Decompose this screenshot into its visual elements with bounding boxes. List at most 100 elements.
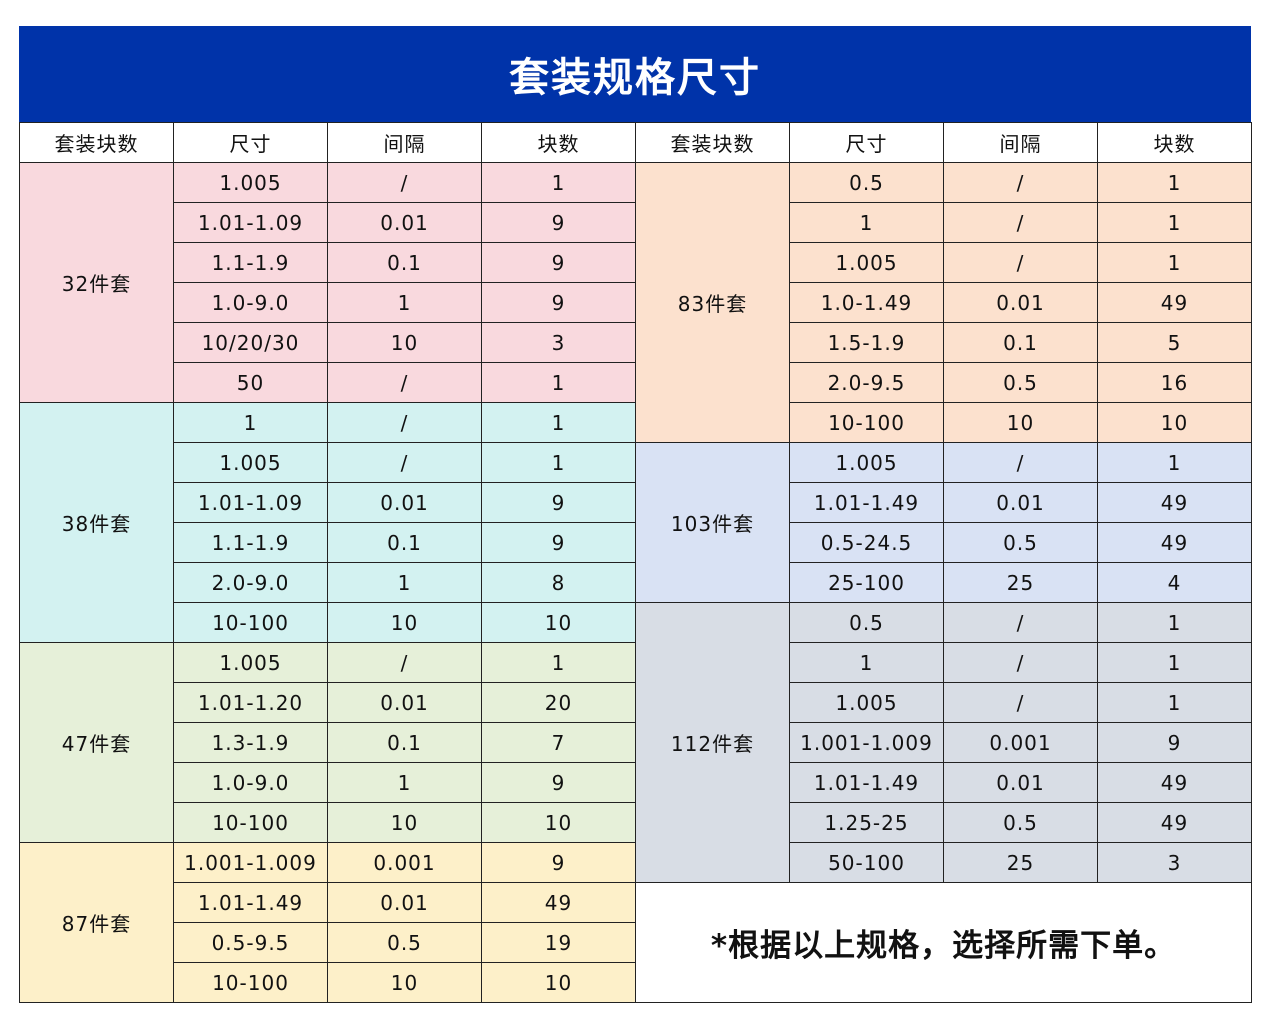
pieces-cell: 49 bbox=[1097, 802, 1252, 843]
pieces-cell: 49 bbox=[1097, 482, 1252, 523]
size-cell: 1.1-1.9 bbox=[173, 522, 328, 563]
interval-cell: 1 bbox=[327, 762, 482, 803]
pieces-cell: 1 bbox=[1097, 642, 1252, 683]
size-cell: 1.01-1.09 bbox=[173, 482, 328, 523]
interval-cell: / bbox=[943, 602, 1098, 643]
size-cell: 1.005 bbox=[173, 162, 328, 203]
size-cell: 2.0-9.0 bbox=[173, 562, 328, 603]
pieces-cell: 1 bbox=[481, 442, 636, 483]
table-row: 47件套 1.005/1 1/1 bbox=[19, 642, 1252, 843]
size-cell: 1.005 bbox=[173, 642, 328, 683]
size-cell: 1.001-1.009 bbox=[789, 722, 944, 763]
size-cell: 10-100 bbox=[173, 602, 328, 643]
pieces-cell: 1 bbox=[481, 162, 636, 203]
header-size: 尺寸 bbox=[173, 122, 328, 163]
pieces-cell: 9 bbox=[481, 282, 636, 323]
interval-cell: 25 bbox=[943, 842, 1098, 883]
set-name-cell: 112件套 bbox=[635, 602, 790, 883]
interval-cell: 10 bbox=[327, 322, 482, 363]
pieces-cell: 1 bbox=[481, 642, 636, 683]
pieces-cell: 10 bbox=[481, 802, 636, 843]
table-row: 1.1-1.9 0.1 9 1.005/1 bbox=[20, 242, 1252, 283]
interval-cell: / bbox=[327, 442, 482, 483]
table-row: 1.01-1.09 0.01 9 1/1 bbox=[20, 202, 1252, 243]
size-cell: 1.5-1.9 bbox=[789, 322, 944, 363]
table-row: 1.0-9.0 1 9 1.01-1.49 0.01 49 bbox=[20, 762, 1252, 803]
size-cell: 2.0-9.5 bbox=[789, 362, 944, 403]
size-cell: 1 bbox=[789, 642, 944, 683]
header-set-count: 套装块数 bbox=[19, 122, 174, 163]
interval-cell: 0.01 bbox=[943, 482, 1098, 523]
size-cell: 1.0-1.49 bbox=[789, 282, 944, 323]
size-cell: 1.1-1.9 bbox=[173, 242, 328, 283]
size-cell: 1.0-9.0 bbox=[173, 762, 328, 803]
pieces-cell: 7 bbox=[481, 722, 636, 763]
size-cell: 1.01-1.09 bbox=[173, 202, 328, 243]
interval-cell: 0.1 bbox=[327, 242, 482, 283]
spec-sheet: 套装规格尺寸 套装块数 尺寸 间隔 块数 套装块数 尺寸 间隔 块数 32件套 1… bbox=[19, 26, 1252, 1003]
pieces-cell: 10 bbox=[481, 602, 636, 643]
interval-cell: 25 bbox=[943, 562, 1098, 603]
pieces-cell: 1 bbox=[481, 362, 636, 403]
size-cell: 25-100 bbox=[789, 562, 944, 603]
set-name-cell: 83件套 bbox=[635, 162, 790, 443]
size-cell: 1.01-1.49 bbox=[173, 882, 328, 923]
size-cell: 10-100 bbox=[173, 802, 328, 843]
interval-cell: 0.1 bbox=[327, 722, 482, 763]
size-cell: 1.005 bbox=[789, 682, 944, 723]
pieces-cell: 9 bbox=[481, 242, 636, 283]
interval-cell: / bbox=[327, 402, 482, 443]
size-cell: 1.01-1.49 bbox=[789, 482, 944, 523]
pieces-cell: 49 bbox=[1097, 522, 1252, 563]
table-row: 32件套 1.005/1 83件套 0.5/1 bbox=[19, 162, 1252, 443]
table-row: 1.0-9.0 1 9 1.0-1.49 0.01 49 bbox=[20, 282, 1252, 323]
pieces-cell: 9 bbox=[481, 522, 636, 563]
pieces-cell: 49 bbox=[481, 882, 636, 923]
table-row: 1.3-1.9 0.1 7 1.001-1.009 0.001 9 bbox=[20, 722, 1252, 763]
interval-cell: 0.001 bbox=[943, 722, 1098, 763]
size-cell: 1.25-25 bbox=[789, 802, 944, 843]
interval-cell: 0.01 bbox=[943, 282, 1098, 323]
pieces-cell: 1 bbox=[1097, 442, 1252, 483]
table-row: 38件套 1/1 10-100 10 10 bbox=[19, 402, 1252, 643]
interval-cell: 0.01 bbox=[327, 682, 482, 723]
set-name-cell: 38件套 bbox=[19, 402, 174, 643]
pieces-cell: 9 bbox=[1097, 722, 1252, 763]
interval-cell: 0.001 bbox=[327, 842, 482, 883]
interval-cell: / bbox=[327, 162, 482, 203]
pieces-cell: 1 bbox=[1097, 242, 1252, 283]
table-row: 87件套 1.001-1.009 0.001 9 50-100 25 3 bbox=[19, 842, 1252, 1003]
table-row: 2.0-9.0 1 8 25-100 25 4 bbox=[20, 562, 1252, 603]
interval-cell: 0.5 bbox=[327, 922, 482, 963]
pieces-cell: 49 bbox=[1097, 282, 1252, 323]
interval-cell: / bbox=[943, 642, 1098, 683]
interval-cell: / bbox=[943, 242, 1098, 283]
pieces-cell: 9 bbox=[481, 202, 636, 243]
size-cell: 1.005 bbox=[789, 442, 944, 483]
interval-cell: 0.01 bbox=[327, 202, 482, 243]
size-cell: 1.005 bbox=[173, 442, 328, 483]
pieces-cell: 1 bbox=[1097, 162, 1252, 203]
table-row: 10-100 10 10 bbox=[20, 962, 1252, 1003]
pieces-cell: 1 bbox=[1097, 682, 1252, 723]
header-row: 套装块数 尺寸 间隔 块数 套装块数 尺寸 间隔 块数 bbox=[19, 122, 1252, 163]
set-name-cell: 87件套 bbox=[19, 842, 174, 1003]
pieces-cell: 9 bbox=[481, 762, 636, 803]
table-row: 1.01-1.49 0.01 49 *根据以上规格，选择所需下单。 bbox=[20, 882, 1252, 1003]
table-row: 10-100 10 10 1.25-25 0.5 49 bbox=[20, 802, 1252, 843]
size-cell: 1.3-1.9 bbox=[173, 722, 328, 763]
pieces-cell: 8 bbox=[481, 562, 636, 603]
page-title: 套装规格尺寸 bbox=[19, 26, 1251, 122]
interval-cell: 0.5 bbox=[943, 522, 1098, 563]
interval-cell: / bbox=[327, 362, 482, 403]
header-pieces: 块数 bbox=[1097, 122, 1252, 163]
pieces-cell: 3 bbox=[1097, 842, 1252, 883]
pieces-cell: 5 bbox=[1097, 322, 1252, 363]
header-set-count: 套装块数 bbox=[635, 122, 790, 163]
size-cell: 1.01-1.49 bbox=[789, 762, 944, 803]
size-cell: 50 bbox=[173, 362, 328, 403]
size-cell: 1.005 bbox=[789, 242, 944, 283]
table-body: 32件套 1.005/1 83件套 0.5/1 1.01-1.09 0.01 9 1/1 1.1… bbox=[19, 162, 1252, 1003]
size-cell: 0.5-24.5 bbox=[789, 522, 944, 563]
interval-cell: 10 bbox=[327, 602, 482, 643]
